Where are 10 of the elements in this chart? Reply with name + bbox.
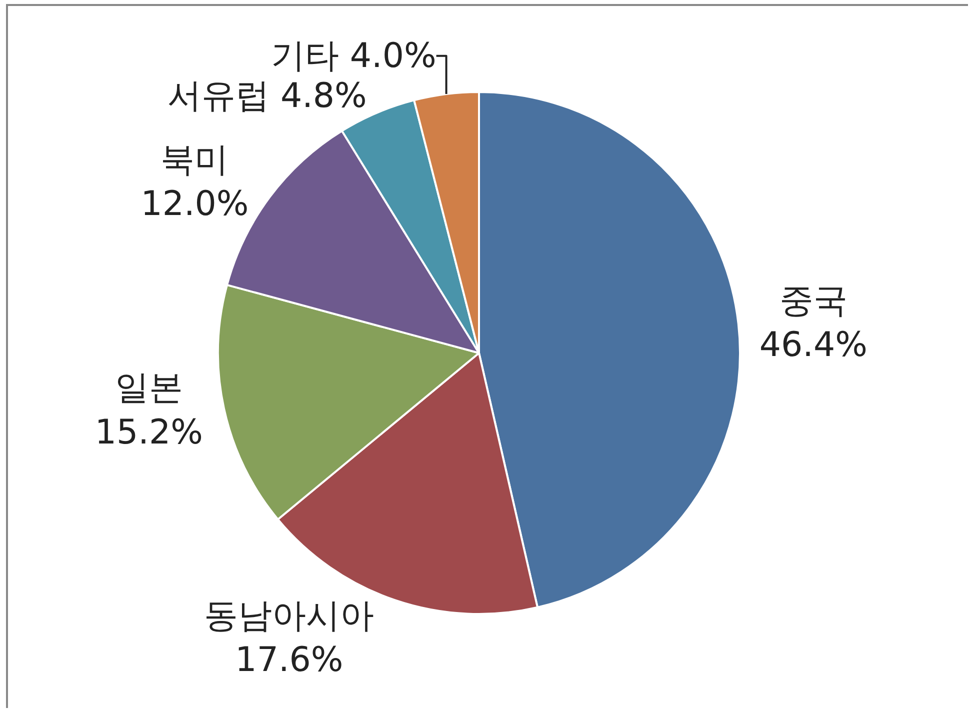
slice-label: 일본 bbox=[114, 368, 183, 408]
data-label: 12.0% bbox=[140, 184, 249, 224]
data-label: 15.2% bbox=[94, 412, 203, 452]
slice-label: 중국 bbox=[779, 280, 848, 321]
slice-label: 동남아시아 bbox=[204, 596, 374, 636]
slice-label: 기타 4.0% bbox=[271, 36, 436, 76]
data-label: 46.4% bbox=[759, 325, 868, 366]
slice-label: 서유럽 4.8% bbox=[168, 76, 367, 116]
data-label: 17.6% bbox=[235, 640, 344, 680]
slice-label: 북미 bbox=[160, 140, 229, 180]
